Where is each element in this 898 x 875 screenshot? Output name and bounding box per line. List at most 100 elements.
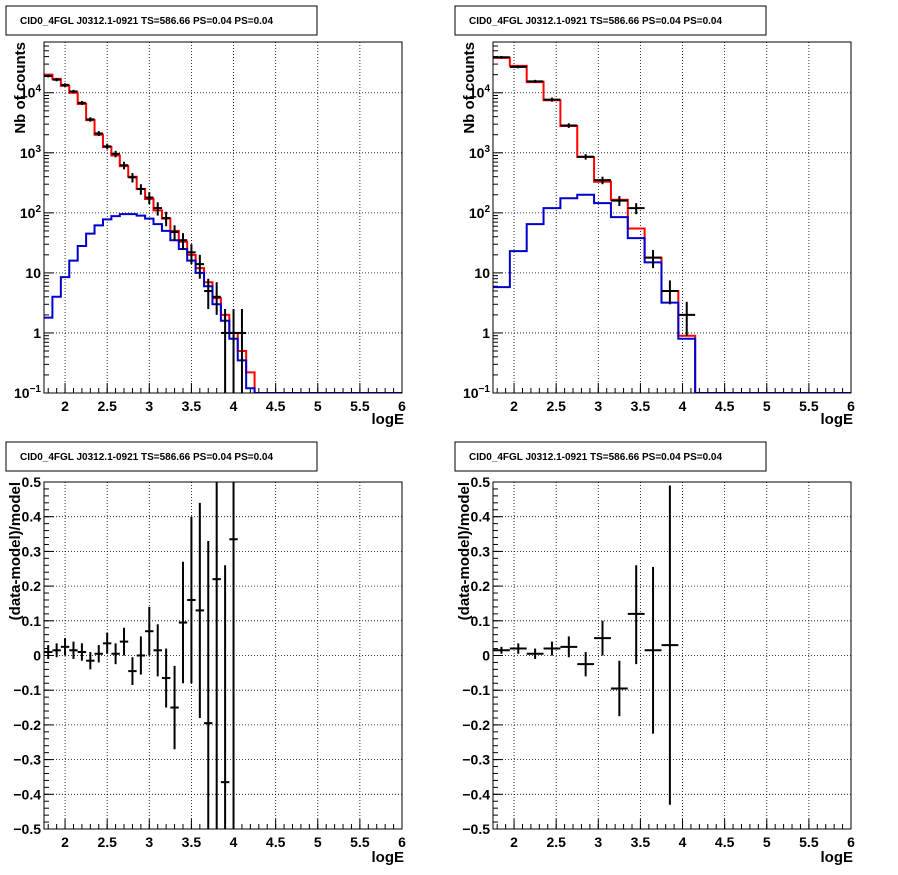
y-tick-label: −0.3 — [462, 752, 490, 768]
x-tick-label: 5 — [314, 398, 322, 414]
x-tick-label: 4 — [230, 398, 238, 414]
tick-exponent: 3 — [35, 144, 41, 155]
tick-base: 10 — [463, 385, 479, 401]
x-tick-label: 4.5 — [266, 398, 286, 414]
plot-frame — [492, 481, 852, 830]
x-tick-label: 4.5 — [715, 834, 735, 850]
x-tick-label: 2 — [510, 398, 518, 414]
y-tick-label: 10−1 — [463, 384, 490, 401]
x-tick-label: 5 — [763, 834, 771, 850]
x-tick-label: 3 — [145, 834, 153, 850]
y-tick-label: 0.5 — [22, 474, 42, 490]
tick-exponent: 2 — [484, 204, 490, 215]
y-tick-label: 0.2 — [22, 578, 42, 594]
y-tick-label: 0 — [482, 648, 490, 664]
x-tick-label: 5 — [763, 398, 771, 414]
y-tick-label: −0.3 — [13, 752, 41, 768]
x-tick-label: 5.5 — [799, 834, 819, 850]
title-box — [5, 5, 318, 36]
y-tick-label: 0.1 — [22, 613, 42, 629]
x-tick-label: 3 — [145, 398, 153, 414]
x-tick-label: 3.5 — [182, 398, 202, 414]
y-tick-label: 0.4 — [22, 509, 42, 525]
x-tick-label: 5.5 — [350, 398, 370, 414]
y-axis-label: (data-model)/model — [456, 482, 473, 620]
y-tick-label: 1 — [33, 325, 41, 341]
y-tick-label: 103 — [20, 144, 42, 161]
y-tick-label: −0.2 — [13, 717, 41, 733]
plot-background — [493, 482, 851, 829]
tick-base: 10 — [469, 85, 485, 101]
plot-frame — [43, 481, 403, 830]
x-tick-label: 3 — [594, 398, 602, 414]
y-axis-label: Nb of counts — [12, 42, 29, 134]
y-tick-label: 0.3 — [22, 543, 42, 559]
tick-base: 10 — [20, 205, 36, 221]
x-tick-label: 6 — [847, 398, 855, 414]
title-box — [454, 441, 767, 472]
x-tick-label: 2 — [61, 834, 69, 850]
y-tick-label: −0.4 — [462, 786, 490, 802]
x-tick-label: 3.5 — [631, 398, 651, 414]
x-tick-label: 2.5 — [97, 834, 117, 850]
y-axis-label: (data-model)/model — [7, 482, 24, 620]
x-axis-label: logE — [372, 411, 405, 428]
plot-frame — [492, 41, 852, 394]
chart-title: CID0_4FGL J0312.1-0921 TS=586.66 PS=0.04… — [20, 16, 273, 27]
y-tick-label: 0.1 — [471, 613, 491, 629]
x-tick-label: 6 — [847, 834, 855, 850]
plot-background — [44, 42, 402, 393]
tick-base: 10 — [14, 385, 30, 401]
panel-residuals-right: 2 2.5 3 3.5 4 4.5 5 5.5 6 −0.5 −0.4 −0.3 −0.2 −0.1 0 0.… — [454, 441, 855, 866]
plot-frame — [43, 41, 403, 394]
tick-base: 10 — [20, 145, 36, 161]
x-tick-label: 2.5 — [97, 398, 117, 414]
x-tick-label: 5 — [314, 834, 322, 850]
tick-exponent: −1 — [30, 384, 42, 395]
title-box — [454, 5, 767, 36]
x-tick-label: 4.5 — [266, 834, 286, 850]
y-tick-label: 0.3 — [471, 543, 491, 559]
y-tick-label: −0.5 — [13, 821, 41, 837]
x-tick-label: 2 — [510, 834, 518, 850]
plot-area: 2 2.5 3 3.5 4 4.5 5 5.5 6 −0.5 −0.4 −0.3 −0.2 −0.1 0 0.… — [462, 474, 855, 850]
chart-title: CID0_4FGL J0312.1-0921 TS=586.66 PS=0.04… — [469, 16, 722, 27]
x-tick-label: 2 — [61, 398, 69, 414]
x-axis-label: logE — [821, 411, 854, 428]
title-box — [5, 441, 318, 472]
y-tick-label: −0.1 — [462, 682, 490, 698]
x-tick-label: 6 — [398, 834, 406, 850]
panel-residuals-left: 2 2.5 3 3.5 4 4.5 5 5.5 6 −0.5 −0.4 −0.3 −0.2 −0.1 0 0.… — [5, 441, 406, 866]
tick-exponent: −1 — [479, 384, 491, 395]
y-tick-label: 10 — [474, 265, 490, 281]
plot-area: 2 2.5 3 3.5 4 4.5 5 5.5 6 −0.5 −0.4 −0.3 −0.2 −0.1 0 0.… — [13, 474, 406, 850]
x-tick-label: 2.5 — [546, 834, 566, 850]
y-tick-label: 0.4 — [471, 509, 491, 525]
x-tick-label: 3.5 — [631, 834, 651, 850]
x-tick-label: 4 — [679, 834, 687, 850]
y-tick-label: 10−1 — [14, 384, 41, 401]
y-tick-label: 102 — [469, 204, 491, 221]
tick-base: 10 — [469, 145, 485, 161]
y-tick-label: 103 — [469, 144, 491, 161]
y-tick-label: 102 — [20, 204, 42, 221]
x-tick-label: 5.5 — [799, 398, 819, 414]
y-tick-label: 10 — [25, 265, 41, 281]
source-model-line — [44, 213, 402, 393]
chart-title: CID0_4FGL J0312.1-0921 TS=586.66 PS=0.04… — [469, 452, 722, 463]
tick-base: 10 — [469, 205, 485, 221]
y-tick-label: −0.5 — [462, 821, 490, 837]
x-tick-label: 3.5 — [182, 834, 202, 850]
y-tick-label: −0.4 — [13, 786, 41, 802]
y-tick-label: 1 — [482, 325, 490, 341]
x-tick-label: 4 — [679, 398, 687, 414]
x-axis-label: logE — [372, 849, 405, 866]
y-tick-label: 104 — [469, 84, 491, 101]
tick-exponent: 3 — [484, 144, 490, 155]
tick-exponent: 4 — [35, 84, 41, 95]
plot-background — [493, 42, 851, 393]
